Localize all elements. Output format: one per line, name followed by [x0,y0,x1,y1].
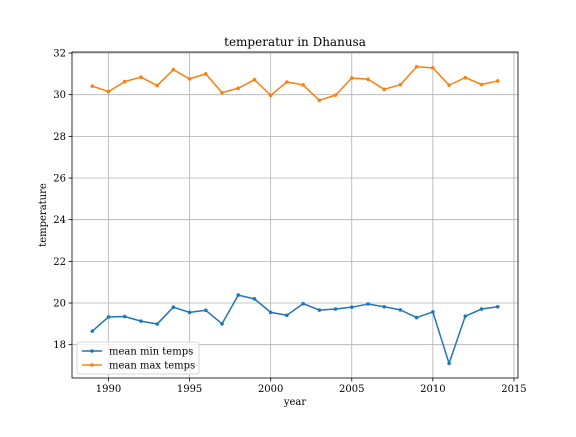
data-point-mean-min-temps [252,297,257,301]
data-point-mean-max-temps [252,77,257,82]
data-point-mean-max-temps [268,93,273,98]
plot-frame [71,51,519,379]
y-tick-label: 24 [53,215,66,226]
y-tick-label: 28 [53,132,66,143]
data-point-mean-max-temps [431,66,435,70]
data-point-mean-max-temps [236,86,241,91]
data-point-mean-min-temps [382,304,387,309]
y-tick-label: 18 [53,340,66,351]
data-point-mean-max-temps [155,83,159,88]
series-line-mean-max-temps [92,66,498,102]
x-tick-label: 2010 [420,384,445,395]
y-tick-label: 30 [53,90,66,101]
legend-box [76,341,200,375]
data-point-mean-min-temps [236,293,241,297]
x-tick-label: 2000 [258,384,283,395]
data-point-mean-min-temps [414,315,419,320]
data-point-mean-max-temps [187,77,192,81]
data-point-mean-max-temps [317,98,322,103]
data-point-mean-min-temps [463,314,468,318]
chart-title: temperatur in Dhanusa [224,35,366,49]
y-tick-label: 26 [53,174,66,185]
data-point-mean-min-temps [90,329,95,333]
data-point-mean-min-temps [349,305,354,309]
data-point-mean-min-temps [333,307,338,311]
data-point-mean-max-temps [106,89,111,94]
data-point-mean-min-temps [431,310,435,314]
y-tick-label: 20 [53,299,66,310]
legend-marker-mean-min [90,349,94,353]
y-tick-label: 22 [53,257,66,268]
y-tick-label: 32 [53,49,66,60]
data-point-mean-max-temps [398,82,403,87]
data-point-mean-max-temps [301,83,305,87]
grid [72,52,518,378]
x-tick-label: 1990 [96,384,121,395]
data-point-mean-min-temps [171,305,176,309]
data-point-mean-min-temps [220,322,224,326]
data-point-mean-min-temps [187,310,192,315]
data-point-mean-max-temps [333,93,338,97]
data-point-mean-min-temps [447,361,451,366]
data-point-mean-max-temps [285,80,289,84]
data-point-mean-min-temps [155,322,159,326]
data-point-mean-min-temps [285,313,289,318]
data-point-mean-max-temps [220,90,224,95]
axis-ticks: 1990 1995 2000 2005 2010 2015 18 20 22 24 26 28 30 32 [53,49,526,395]
data-point-mean-min-temps [366,302,370,306]
x-tick-label: 2015 [501,384,526,395]
data-point-mean-min-temps [301,301,305,306]
data-point-mean-max-temps [479,82,484,87]
data-point-mean-max-temps [495,79,500,83]
data-point-mean-max-temps [90,84,95,88]
legend: mean min temps mean max temps [76,341,200,375]
data-point-mean-max-temps [382,87,387,92]
x-tick-label: 1995 [177,384,202,395]
y-axis-label: temperature [38,183,49,247]
data-point-mean-min-temps [204,308,208,313]
data-point-mean-max-temps [139,75,143,80]
data-point-mean-min-temps [317,308,322,312]
data-point-mean-max-temps [463,75,468,80]
data-point-mean-min-temps [122,314,127,319]
series-line-mean-min-temps [91,294,498,365]
data-point-mean-max-temps [414,64,419,69]
data-point-mean-max-temps [204,72,208,76]
data-point-mean-max-temps [171,67,176,72]
data-point-mean-max-temps [447,83,451,87]
data-point-mean-min-temps [495,304,500,309]
x-axis-label: year [283,397,307,408]
legend-marker-mean-max [90,363,94,367]
data-point-mean-max-temps [366,77,370,82]
x-tick-label: 2005 [339,384,364,395]
legend-label-mean-max: mean max temps [109,361,195,372]
data-point-mean-max-temps [122,79,127,84]
data-point-mean-max-temps [349,76,354,80]
data-point-mean-min-temps [398,308,403,312]
legend-label-mean-min: mean min temps [109,347,193,358]
data-point-mean-min-temps [268,310,273,315]
data-point-mean-min-temps [139,319,143,323]
data-point-mean-min-temps [479,307,484,311]
plot-series [90,64,500,366]
data-point-mean-min-temps [106,315,111,319]
